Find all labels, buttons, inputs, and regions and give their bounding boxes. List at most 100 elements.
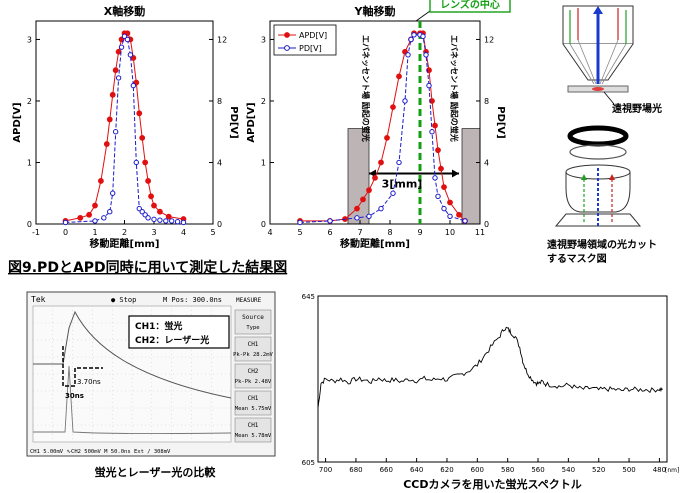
data-point <box>435 193 441 200</box>
data-point <box>136 205 142 212</box>
data-point <box>384 134 390 141</box>
scope-brand: Tek <box>31 295 46 304</box>
data-point <box>115 48 122 55</box>
series-line <box>65 35 184 223</box>
ring-lens <box>569 144 627 160</box>
data-point <box>121 33 128 40</box>
x-axis-unit: [nm] <box>665 467 679 474</box>
rise-marker <box>62 346 103 387</box>
annotation-rise: 3.70ns <box>77 378 101 386</box>
y-left-tick-label: 3 <box>27 35 32 44</box>
data-point <box>411 32 417 38</box>
data-point <box>390 190 396 196</box>
y-left-tick-label: 2 <box>27 97 32 106</box>
data-point <box>441 184 447 190</box>
y-left-tick-label: 0 <box>27 220 32 229</box>
data-point <box>447 213 453 220</box>
data-point <box>148 193 154 200</box>
series-line <box>299 34 466 223</box>
y-right-tick-label: 0 <box>484 220 489 229</box>
data-point <box>429 129 435 135</box>
green-arrowhead <box>581 174 587 180</box>
measure-value: Mean 5.75mV <box>235 406 272 412</box>
legend-marker <box>284 45 290 51</box>
data-point <box>354 215 360 221</box>
data-point <box>366 213 372 220</box>
evanescent-label-right: エバネッセント場 励起の蛍光 <box>450 35 460 142</box>
y-left-tick-label: 2 <box>261 97 266 106</box>
data-point <box>396 159 402 166</box>
data-point <box>423 52 429 58</box>
data-point <box>174 218 181 225</box>
y-right-tick-label: 4 <box>217 158 222 167</box>
scope-legend-box <box>128 315 230 349</box>
data-point <box>142 212 148 218</box>
farfield-label: 遠視野場光 <box>612 102 662 115</box>
mask-caption-line2: するマスク図 <box>547 253 607 265</box>
measure-cell <box>234 336 272 362</box>
data-point <box>92 218 98 224</box>
measure-cell <box>234 363 272 389</box>
trace-laser <box>33 365 232 435</box>
x-tick-label: 540 <box>562 466 575 474</box>
lens-center-box <box>429 0 511 13</box>
x-tick-label: 2 <box>122 228 127 237</box>
mask-caption-line1: 遠視野場領域の光カット <box>547 238 657 251</box>
data-point <box>165 213 172 220</box>
data-point <box>139 134 146 141</box>
y-right-tick-label: 8 <box>217 97 222 106</box>
lens-center-label: レンズの中心 <box>440 0 500 11</box>
data-point <box>77 214 84 221</box>
legend-box <box>273 24 337 56</box>
data-point <box>151 202 157 209</box>
x-tick-label: 6 <box>327 228 332 237</box>
measure-label: CH1 <box>248 422 259 429</box>
x-tick-label: 0 <box>63 228 68 237</box>
data-point <box>157 217 163 223</box>
span-label: 3[mm] <box>382 178 423 191</box>
ccd-spectrum-chart: 700 680 660 640 620 600 580 560 540 520 500 480[nm]… <box>302 293 680 491</box>
plot-frame <box>35 20 214 225</box>
measure-label: CH2 <box>248 368 259 375</box>
red-arrowhead <box>609 174 615 180</box>
y-right-tick-label: 4 <box>484 158 489 167</box>
data-point <box>112 129 119 135</box>
x-tick-label: 3 <box>151 228 156 237</box>
data-point <box>378 159 384 166</box>
data-point <box>163 218 169 224</box>
data-point <box>130 82 137 89</box>
data-point <box>86 211 92 218</box>
series-line <box>300 32 466 222</box>
data-point <box>435 147 441 154</box>
data-point <box>378 205 384 212</box>
data-point <box>145 215 151 221</box>
y-left-tick-label: 3 <box>261 35 266 44</box>
mask-bar-right <box>461 128 481 225</box>
measure-value: Mean 5.78mV <box>235 433 272 439</box>
data-point <box>408 36 414 43</box>
y-right-axis-label: PD[V] <box>495 106 506 139</box>
lens-center-leader <box>415 10 431 22</box>
y-left-axis-label: APD[V] <box>12 102 23 142</box>
x-tick-label: -1 <box>32 228 40 237</box>
data-point <box>115 75 122 81</box>
measure-label: CH1 <box>248 341 259 348</box>
series-line <box>65 32 184 222</box>
data-point <box>462 218 468 224</box>
scope-position: M Pos: 300.0ns <box>163 296 222 304</box>
y-right-tick-label: 0 <box>217 220 222 229</box>
scope-legend-ch1: CH1：蛍光 <box>135 320 182 332</box>
data-point <box>62 219 69 226</box>
data-point <box>98 178 104 184</box>
measure-value: Pk-Pk 2.48V <box>235 379 272 385</box>
data-point <box>151 216 157 223</box>
y-right-tick-label: 12 <box>217 35 227 44</box>
legend-label: APD[V] <box>299 31 327 40</box>
lower-objective-rim <box>565 164 631 180</box>
x-tick-label: 560 <box>531 466 544 474</box>
x-tick-label: 500 <box>622 466 635 474</box>
x-tick-label: 640 <box>410 466 423 474</box>
data-point <box>109 91 116 98</box>
data-point <box>438 165 444 172</box>
